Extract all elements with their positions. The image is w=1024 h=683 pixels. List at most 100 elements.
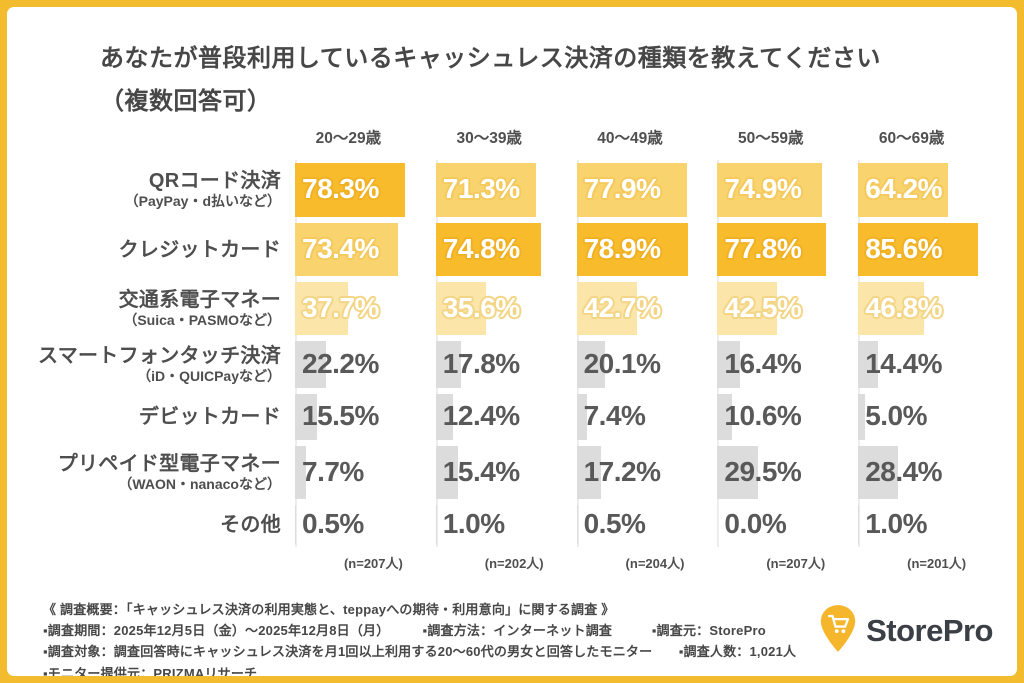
- category-label-main: クレジットカード: [118, 238, 281, 261]
- bar-cell: 29.5%: [717, 443, 858, 502]
- value-bar: [858, 505, 860, 544]
- category-label: その他: [20, 502, 295, 547]
- bar-value: 7.7%: [302, 455, 364, 487]
- page-title: あなたが普段利用しているキャッシュレス決済の種類を教えてください （複数回答可）: [100, 37, 881, 123]
- bar-value: 28.4%: [865, 455, 943, 487]
- bar-cell: 0.5%: [295, 502, 436, 547]
- bar-value: 77.9%: [583, 173, 661, 205]
- bar-cell: 74.8%: [435, 220, 577, 279]
- category-label: クレジットカード: [20, 220, 295, 279]
- bar-cell: 1.0%: [858, 502, 999, 547]
- sample-size: (n=202人): [484, 555, 544, 571]
- bar-cell: 42.5%: [717, 279, 858, 338]
- bar-value: 78.9%: [583, 232, 661, 264]
- bar-cell: 77.9%: [576, 160, 718, 220]
- value-bar: [295, 282, 348, 335]
- header-spacer: [20, 126, 295, 160]
- value-bar: [435, 394, 453, 440]
- survey-card: あなたが普段利用しているキャッシュレス決済の種類を教えてください （複数回答可）…: [7, 7, 1017, 676]
- value-bar: [295, 394, 317, 440]
- bar-cell: 12.4%: [435, 391, 577, 443]
- bar-cell: 35.6%: [435, 279, 577, 338]
- bar-value: 12.4%: [442, 400, 520, 432]
- bar-cell: 22.2%: [295, 338, 436, 391]
- age-column-header: 60〜69歳: [878, 130, 945, 147]
- bar-value: 85.6%: [865, 232, 943, 264]
- bar-cell: 85.6%: [858, 220, 999, 279]
- bar-cell: 64.2%: [858, 160, 999, 220]
- survey-period-line: ▪調査期間：2025年12月5日（金）〜2025年12月8日（月） ▪調査方法：…: [43, 623, 766, 639]
- bar-cell: 37.7%: [295, 279, 436, 338]
- bar-value: 7.4%: [583, 400, 646, 432]
- bar-value: 10.6%: [724, 400, 802, 432]
- category-label-main: スマートフォンタッチ決済: [38, 344, 281, 367]
- bar-value: 42.5%: [724, 291, 802, 323]
- value-bar: [295, 163, 405, 217]
- bar-value: 5.0%: [865, 400, 928, 432]
- storepro-logo: StorePro: [817, 603, 993, 658]
- survey-notes: 《 調査概要：「キャッシュレス決済の利用実態と、teppayへの期待・利用意向」…: [43, 599, 817, 676]
- bar-value: 17.2%: [583, 455, 661, 487]
- sample-size: (n=207人): [343, 555, 403, 571]
- value-bar: [295, 446, 306, 499]
- bar-value: 0.0%: [724, 507, 787, 539]
- bar-value: 14.4%: [865, 347, 943, 379]
- category-label: 交通系電子マネー （Suica・PASMOなど）: [20, 279, 295, 338]
- sample-size: (n=201人): [907, 555, 967, 571]
- value-bar: [858, 223, 979, 276]
- age-column-header: 50〜59歳: [738, 130, 804, 147]
- value-bar: [576, 163, 687, 217]
- bar-value: 1.0%: [865, 507, 928, 539]
- value-bar: [576, 223, 688, 276]
- bar-value: 77.8%: [724, 232, 802, 264]
- bar-cell: 77.8%: [717, 220, 858, 279]
- value-bar: [435, 223, 541, 276]
- bar-cell: 78.9%: [576, 220, 718, 279]
- bar-value: 46.8%: [865, 291, 943, 323]
- age-column-header: 20〜29歳: [315, 130, 382, 147]
- category-label-main: 交通系電子マネー: [118, 288, 281, 311]
- category-label-main: QRコード決済: [148, 170, 281, 193]
- value-bar: [435, 163, 536, 217]
- category-label-sub: （PayPay・d払いなど）: [124, 193, 281, 210]
- bar-cell: 73.4%: [295, 220, 436, 279]
- bar-cell: 17.8%: [435, 338, 577, 391]
- value-bar: [717, 341, 741, 388]
- bar-value: 17.8%: [442, 347, 520, 379]
- value-bar: [295, 341, 326, 388]
- value-bar: [858, 163, 949, 217]
- value-bar: [576, 341, 605, 388]
- storepro-logo-text: StorePro: [866, 612, 993, 648]
- value-bar: [858, 446, 899, 499]
- bar-value: 64.2%: [865, 173, 943, 205]
- bar-value: 29.5%: [724, 455, 802, 487]
- value-bar: [435, 282, 486, 335]
- bar-value: 37.7%: [302, 291, 379, 323]
- value-bar: [717, 223, 827, 276]
- bar-value: 0.5%: [583, 507, 646, 539]
- value-bar: [435, 446, 458, 499]
- bar-cell: 16.4%: [717, 338, 858, 391]
- bar-value: 22.2%: [302, 347, 379, 379]
- bar-cell: 15.4%: [435, 443, 577, 502]
- bar-value: 15.5%: [302, 400, 379, 432]
- bar-value: 0.5%: [302, 507, 364, 539]
- category-label-sub: （WAON・nanacoなど）: [118, 475, 281, 492]
- value-bar: [435, 505, 437, 544]
- bar-cell: 5.0%: [858, 391, 999, 443]
- cart-pin-icon: [817, 603, 859, 658]
- age-column-header: 40〜49歳: [597, 130, 663, 147]
- value-bar: [858, 341, 879, 388]
- age-column-header: 30〜39歳: [456, 130, 522, 147]
- bar-value: 74.9%: [724, 173, 802, 205]
- sample-size-spacer: [20, 547, 295, 577]
- survey-target-line: ▪調査対象：調査回答時にキャッシュレス決済を月1回以上利用する20〜60代の男女…: [43, 644, 797, 660]
- bar-cell: 15.5%: [295, 391, 436, 443]
- category-label-main: その他: [220, 513, 281, 536]
- category-label: プリペイド型電子マネー （WAON・nanacoなど）: [20, 443, 295, 502]
- title-line-2: （複数回答可）: [100, 88, 272, 116]
- category-label-main: デビットカード: [138, 406, 281, 428]
- bar-value: 1.0%: [442, 507, 505, 539]
- value-bar: [576, 446, 601, 499]
- value-bar: [717, 163, 823, 217]
